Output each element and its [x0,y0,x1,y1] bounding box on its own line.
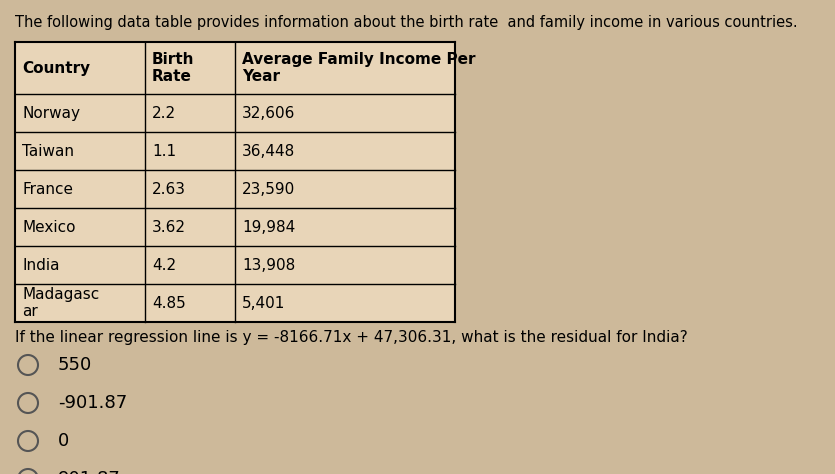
Text: 550: 550 [58,356,92,374]
Text: 19,984: 19,984 [242,219,296,235]
Bar [15,42,455,322]
Text: Birth
Rate: Birth Rate [152,52,195,84]
Text: 0: 0 [58,432,69,450]
Text: 2.2: 2.2 [152,106,176,120]
Text: 4.85: 4.85 [152,295,185,310]
Text: 2.63: 2.63 [152,182,186,197]
Text: Taiwan: Taiwan [22,144,74,158]
Text: Mexico: Mexico [22,219,75,235]
Text: Madagasc
ar: Madagasc ar [22,287,99,319]
Text: If the linear regression line is y = -8166.71x + 47,306.31, what is the residual: If the linear regression line is y = -81… [15,330,688,345]
Text: India: India [22,257,59,273]
Text: Average Family Income Per
Year: Average Family Income Per Year [242,52,475,84]
Text: 5,401: 5,401 [242,295,286,310]
Text: 23,590: 23,590 [242,182,296,197]
Text: -901.87: -901.87 [58,394,127,412]
Text: The following data table provides information about the birth rate  and family i: The following data table provides inform… [15,15,797,30]
Text: 32,606: 32,606 [242,106,296,120]
Text: 36,448: 36,448 [242,144,296,158]
Text: 13,908: 13,908 [242,257,296,273]
Text: 1.1: 1.1 [152,144,176,158]
Text: 4.2: 4.2 [152,257,176,273]
Text: France: France [22,182,73,197]
Text: Country: Country [22,61,90,75]
Text: 901.87: 901.87 [58,470,121,474]
Text: Norway: Norway [22,106,80,120]
Text: 3.62: 3.62 [152,219,186,235]
